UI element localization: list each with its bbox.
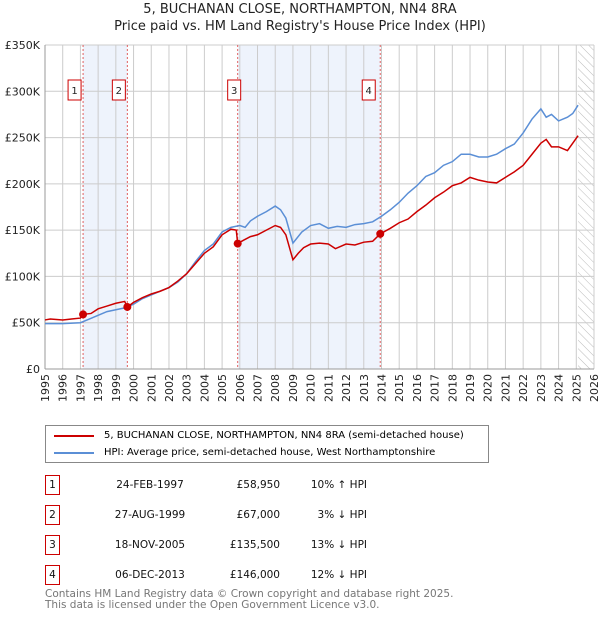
legend-item-property: 5, BUCHANAN CLOSE, NORTHAMPTON, NN4 8RA … [54, 430, 464, 441]
sale-price: £146,000 [229, 569, 280, 581]
shaded-period [237, 45, 381, 369]
sale-date: 06-DEC-2013 [115, 569, 185, 581]
sale-hpi-delta: 12% ↓ HPI [310, 569, 367, 581]
x-tick-label: 2003 [181, 374, 194, 402]
x-tick-label: 2022 [517, 374, 530, 402]
sale-point [79, 310, 88, 319]
x-tick-label: 1995 [39, 374, 52, 402]
sale-label-box [361, 79, 376, 101]
y-tick-label: £350K [5, 39, 41, 52]
y-tick-label: £200K [5, 178, 41, 191]
sale-row: 3 18-NOV-2005 £135,500 13% ↓ HPI [45, 535, 445, 555]
x-tick-label: 2005 [216, 374, 229, 402]
x-tick-label: 1998 [92, 374, 105, 402]
price-chart: 1995 1996 1997 1998 1999 2000 2001 2002 2003 2004… [5, 39, 600, 402]
sale-number: 2 [45, 505, 60, 525]
sale-label: 2 [116, 86, 122, 97]
x-tick-label: 2024 [553, 374, 566, 402]
x-tick-label: 2013 [358, 374, 371, 402]
sale-hpi-delta: 10% ↑ HPI [310, 479, 367, 491]
sale-label-box [227, 79, 242, 101]
x-tick-label: 2001 [145, 374, 158, 402]
x-tick-label: 1996 [57, 374, 70, 402]
forecast-hatch [578, 45, 594, 369]
x-tick-label: 2012 [340, 374, 353, 402]
red-line-swatch [54, 434, 94, 437]
x-tick-label: 2002 [163, 374, 176, 402]
sale-point [376, 229, 385, 238]
sale-point [123, 302, 132, 311]
sale-number: 4 [45, 565, 60, 585]
licence-text: This data is licensed under the Open Gov… [45, 599, 380, 611]
y-tick-label: £0 [26, 363, 40, 376]
x-tick-label: 2008 [269, 374, 282, 402]
sale-number: 1 [45, 475, 60, 495]
x-tick-label: 2006 [234, 374, 247, 402]
x-tick-label: 2000 [128, 374, 141, 402]
sale-price: £135,500 [229, 539, 280, 551]
y-tick-label: £250K [5, 132, 41, 145]
sale-hpi-delta: 13% ↓ HPI [310, 539, 367, 551]
sale-row: 4 06-DEC-2013 £146,000 12% ↓ HPI [45, 565, 445, 585]
sale-price: £58,950 [236, 479, 280, 491]
copyright-text: Contains HM Land Registry data © Crown c… [45, 588, 454, 600]
sale-date: 27-AUG-1999 [114, 509, 186, 521]
x-tick-label: 2009 [287, 374, 300, 402]
x-tick-label: 2011 [322, 374, 335, 402]
sale-label: 1 [71, 86, 77, 97]
chart-title: 5, BUCHANAN CLOSE, NORTHAMPTON, NN4 8RA [143, 2, 457, 17]
blue-line-swatch [54, 451, 94, 454]
sale-label: 3 [231, 86, 237, 97]
x-tick-label: 2004 [198, 374, 211, 402]
sale-label-box [67, 79, 82, 101]
sale-date: 24-FEB-1997 [116, 479, 184, 491]
x-tick-label: 2016 [411, 374, 424, 402]
sale-label: 4 [366, 86, 372, 97]
sale-date: 18-NOV-2005 [114, 539, 186, 551]
x-tick-label: 2017 [429, 374, 442, 402]
y-tick-label: £50K [12, 317, 41, 330]
y-tick-label: £300K [5, 85, 41, 98]
sale-hpi-delta: 3% ↓ HPI [317, 509, 367, 521]
x-tick-label: 2026 [588, 374, 600, 402]
x-tick-label: 2007 [252, 374, 265, 402]
x-tick-label: 2020 [482, 374, 495, 402]
x-tick-label: 2015 [393, 374, 406, 402]
x-tick-label: 2021 [499, 374, 512, 402]
x-tick-label: 2019 [464, 374, 477, 402]
footer: Contains HM Land Registry data © Crown c… [45, 589, 453, 611]
x-tick-label: 1997 [74, 374, 87, 402]
x-tick-label: 2025 [570, 374, 583, 402]
sale-row: 2 27-AUG-1999 £67,000 3% ↓ HPI [45, 505, 445, 525]
y-tick-label: £150K [5, 224, 41, 237]
legend-label: HPI: Average price, semi-detached house,… [104, 447, 436, 458]
y-tick-label: £100K [5, 270, 41, 283]
x-tick-label: 1999 [110, 374, 123, 402]
sale-number: 3 [45, 535, 60, 555]
legend: 5, BUCHANAN CLOSE, NORTHAMPTON, NN4 8RA … [45, 425, 489, 463]
sale-row: 1 24-FEB-1997 £58,950 10% ↑ HPI [45, 475, 445, 495]
x-tick-label: 2018 [446, 374, 459, 402]
x-tick-label: 2023 [535, 374, 548, 402]
x-tick-label: 2014 [375, 374, 388, 402]
legend-item-hpi: HPI: Average price, semi-detached house,… [54, 447, 435, 458]
sale-price: £67,000 [236, 509, 280, 521]
sale-label-box [111, 79, 126, 101]
x-tick-label: 2010 [305, 374, 318, 402]
legend-label: 5, BUCHANAN CLOSE, NORTHAMPTON, NN4 8RA … [104, 430, 464, 441]
sale-point [233, 239, 242, 248]
chart-subtitle: Price paid vs. HM Land Registry's House … [114, 19, 486, 34]
